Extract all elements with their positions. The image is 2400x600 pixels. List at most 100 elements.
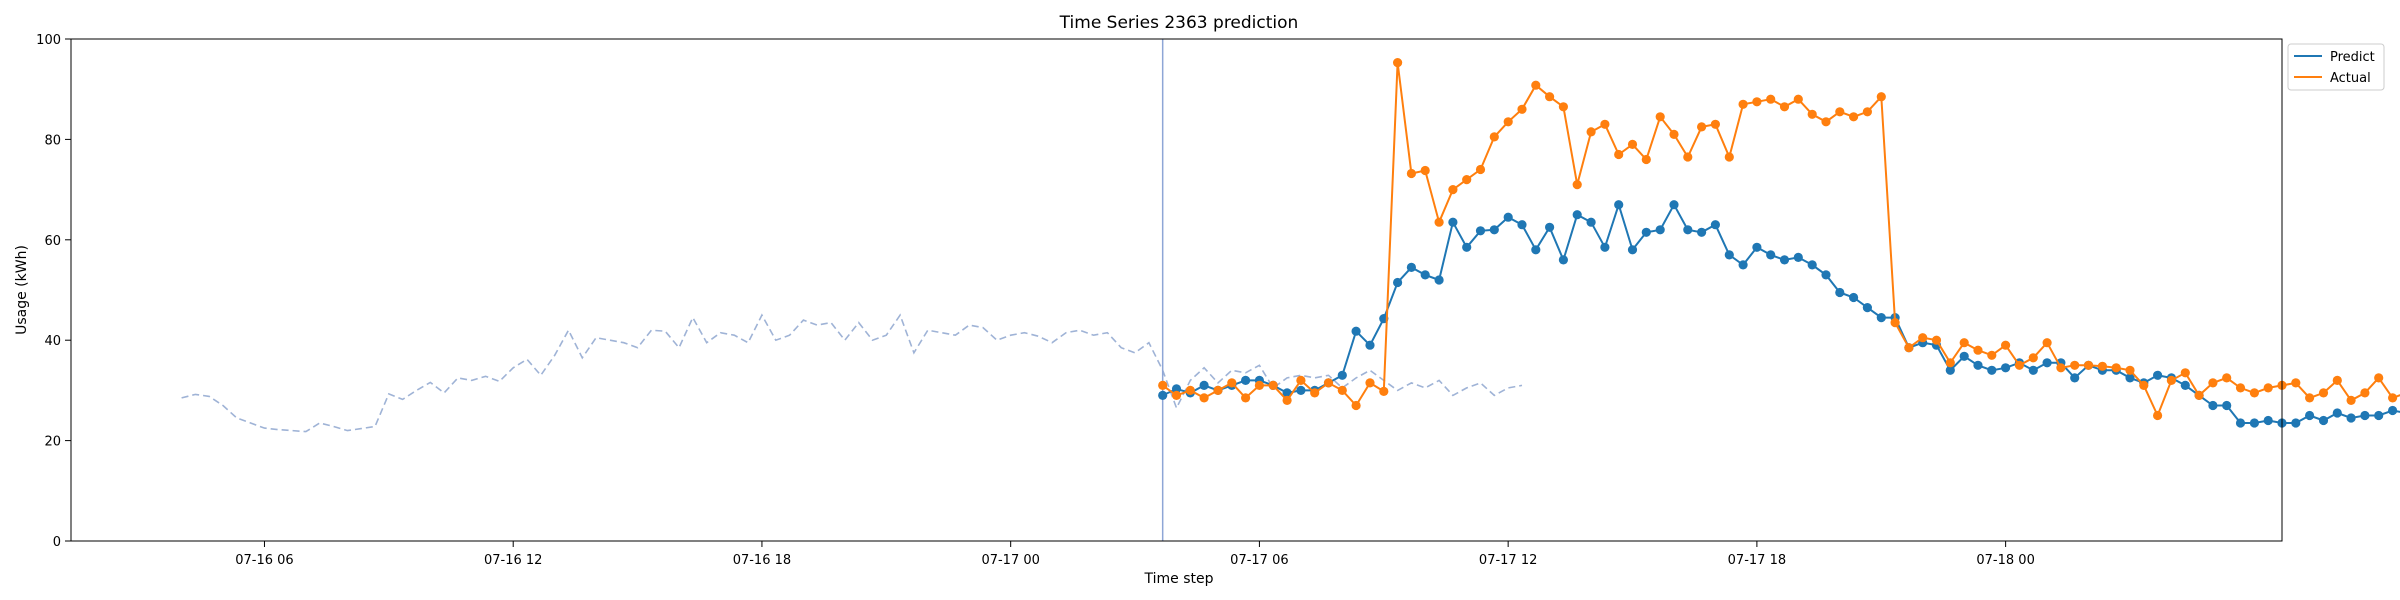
predict-point [1282,388,1292,398]
predict-point [1462,242,1472,252]
predict-point [1199,380,1209,390]
actual-point [1241,393,1251,403]
plot-area [181,39,2400,541]
actual-point [1254,380,1264,390]
x-tick-label: 07-16 06 [235,553,293,568]
plot-frame [70,38,2283,542]
predict-point [2153,370,2163,380]
predict-point [2001,363,2011,373]
actual-point [1158,380,1168,390]
x-axis-title: Time step [1144,571,1214,587]
predict-point [1807,260,1817,270]
predict-point [1351,326,1361,336]
actual-point [1475,164,1486,175]
actual-point [2208,378,2218,388]
y-tick-label: 0 [53,535,61,550]
actual-point [1849,112,1859,122]
actual-point [2235,383,2246,393]
actual-point [1531,80,1541,90]
actual-point [1959,338,1969,348]
actual-point [1655,112,1665,122]
predict-point [1779,255,1790,265]
predict-point [1434,275,1444,285]
predict-point [1862,303,1872,313]
actual-point [2346,395,2356,405]
y-axis-title: Usage (kWh) [14,245,30,335]
predict-point [1945,365,1955,375]
predict-point [1296,385,1306,395]
actual-point [1586,127,1596,137]
predict-point [2305,410,2315,421]
actual-point [1517,104,1527,114]
actual-point [1323,378,1334,388]
chart-title: Time Series 2363 prediction [1059,13,1299,33]
actual-point [2070,360,2080,370]
actual-point [1683,152,1693,162]
actual-point [2001,340,2011,350]
predict-point [2208,400,2218,411]
predict-point [1766,250,1776,260]
actual-point [1434,217,1444,227]
x-tick-label: 07-17 18 [1728,553,1786,568]
predict-point [2291,418,2301,428]
actual-point [2222,373,2232,383]
predict-point [2332,408,2342,418]
predict-point [1448,217,1458,227]
actual-point [1627,139,1638,149]
actual-point [1904,343,1914,353]
predict-point [2249,418,2259,428]
actual-point [2042,338,2052,348]
predict-point [1406,262,1416,272]
predict-point [1724,250,1734,260]
predict-point [1545,222,1555,232]
actual-point [1337,385,1347,395]
predict-point [1959,351,1969,361]
y-tick-label: 40 [44,334,61,349]
actual-point [2014,360,2024,370]
actual-point [1558,102,1568,112]
actual-point [1724,152,1734,162]
actual-point [1793,94,1803,104]
history-line [181,313,1523,433]
actual-point [2153,410,2163,421]
predict-point [1586,217,1596,227]
actual-point [2360,388,2370,398]
predict-point [1738,260,1748,270]
actual-point [2249,388,2259,398]
actual-point [1448,185,1458,195]
predict-point [1489,225,1499,235]
actual-point [2318,388,2329,398]
predict-point [1171,384,1182,394]
predict-point [1517,220,1527,230]
predict-point [1241,375,1251,385]
actual-point [1489,132,1499,142]
actual-point [1462,175,1472,185]
predict-point [1987,365,1997,375]
actual-point [2388,393,2398,403]
predict-point [1821,270,1831,280]
predict-point [1558,255,1568,265]
predict-point [2180,380,2190,390]
actual-point [1614,149,1624,160]
actual-point [1669,129,1679,139]
actual-point [1973,345,1983,355]
actual-point [1766,94,1776,104]
actual-point [1890,318,1900,328]
legend-label-actual: Actual [2330,71,2371,86]
actual-point [1821,117,1831,127]
predict-point [2070,373,2080,383]
predict-point [2125,373,2135,383]
actual-point [1931,335,1942,345]
actual-point [2083,360,2094,370]
actual-point [1227,378,1237,388]
actual-point [1379,386,1389,396]
actual-point [1310,388,1320,398]
actual-point [1171,390,1182,400]
actual-point [1862,107,1872,117]
actual-point [2139,380,2149,390]
predict-point [1752,242,1762,252]
predict-point [1600,242,1610,252]
predict-point [2360,410,2370,421]
predict-point [1710,220,1720,230]
